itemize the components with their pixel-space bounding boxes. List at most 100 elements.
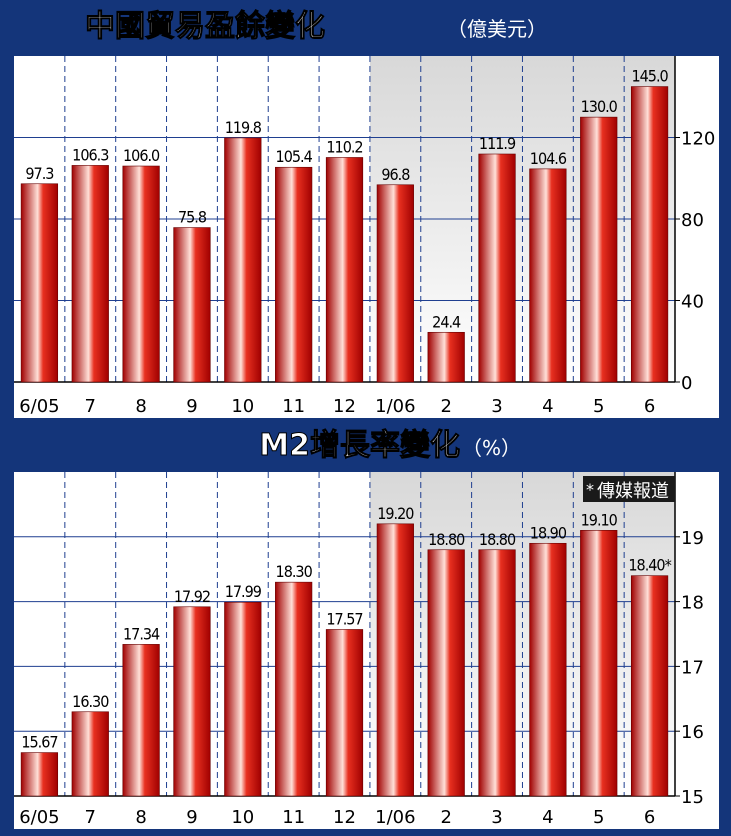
x-tick-label: 5 xyxy=(593,807,604,828)
x-tick-label: 11 xyxy=(282,396,305,417)
chart1-plot: 97.36/05106.37106.0875.89119.810105.4111… xyxy=(14,56,719,418)
bar xyxy=(173,227,211,383)
bar-value-label: 17.99 xyxy=(225,582,262,601)
bar-value-label: 24.4 xyxy=(432,312,461,331)
annotation-text: 傳媒報道 xyxy=(597,481,669,502)
x-tick-label: 11 xyxy=(282,807,305,828)
bar-value-label: 104.6 xyxy=(530,149,567,168)
bar-value-label: 18.90 xyxy=(530,523,567,542)
bar xyxy=(275,166,313,383)
bar-value-label: 106.0 xyxy=(123,146,160,165)
bar xyxy=(630,575,669,797)
bar xyxy=(20,752,59,797)
bar-value-label: 119.8 xyxy=(225,118,262,137)
bar-value-label: 18.30 xyxy=(276,562,313,581)
bar xyxy=(427,331,465,383)
bar-value-label: 15.67 xyxy=(21,733,57,752)
bar-value-label: 145.0 xyxy=(631,67,668,86)
x-tick-label: 12 xyxy=(333,807,356,828)
bar xyxy=(122,644,160,797)
x-tick-label: 9 xyxy=(186,396,197,417)
x-tick-label: 7 xyxy=(85,396,96,417)
x-tick-label: 3 xyxy=(491,396,502,417)
x-tick-label: 3 xyxy=(491,807,502,828)
bar xyxy=(376,184,414,383)
bar xyxy=(325,157,364,383)
bar xyxy=(580,530,618,797)
bar-value-label: 17.34 xyxy=(123,624,160,643)
x-tick-label: 6 xyxy=(644,396,655,417)
y-axis-area xyxy=(675,56,719,418)
x-tick-label: 6 xyxy=(644,807,655,828)
bar xyxy=(325,629,364,797)
x-tick-label: 1/06 xyxy=(375,396,415,417)
bar-value-label: 18.80 xyxy=(428,530,465,549)
y-tick-label: 40 xyxy=(681,292,704,313)
bar xyxy=(20,183,59,383)
bar xyxy=(427,549,465,797)
x-tick-label: 10 xyxy=(231,396,254,417)
x-tick-label: 9 xyxy=(186,807,197,828)
bar-value-label: 111.9 xyxy=(479,134,516,153)
bar-value-label: 110.2 xyxy=(326,137,362,156)
bar xyxy=(478,153,516,383)
bar-value-label: 18.80 xyxy=(479,530,516,549)
y-tick-label: 19 xyxy=(681,528,704,549)
x-axis-area xyxy=(14,796,675,829)
x-axis-area xyxy=(14,382,675,418)
bar-value-label: 17.92 xyxy=(174,587,210,606)
x-tick-label: 8 xyxy=(135,807,146,828)
bar xyxy=(529,542,567,797)
x-tick-label: 6/05 xyxy=(19,396,59,417)
bar xyxy=(173,606,211,797)
x-tick-label: 1/06 xyxy=(375,807,415,828)
bar-value-label: 19.10 xyxy=(581,510,618,529)
bar-value-label: 105.4 xyxy=(276,147,313,166)
x-tick-label: 2 xyxy=(440,807,451,828)
annotation-box xyxy=(583,476,675,502)
bar xyxy=(224,137,262,383)
y-tick-label: 17 xyxy=(681,657,704,678)
x-tick-label: 2 xyxy=(440,396,451,417)
y-tick-label: 120 xyxy=(681,129,715,150)
y-tick-label: 16 xyxy=(681,722,704,743)
chart2-unit: （%） xyxy=(462,436,521,460)
x-tick-label: 4 xyxy=(542,396,553,417)
bar xyxy=(376,523,414,797)
bar xyxy=(529,168,567,383)
bar-value-label: 17.57 xyxy=(326,609,362,628)
bar xyxy=(122,165,160,383)
x-tick-label: 8 xyxy=(135,396,146,417)
bar-value-label: 19.20 xyxy=(377,504,414,523)
bar xyxy=(71,711,109,797)
annotation-mark: * xyxy=(586,480,594,499)
bar xyxy=(478,549,516,797)
x-tick-label: 4 xyxy=(542,807,553,828)
bar xyxy=(630,86,669,383)
bar-value-label: 130.0 xyxy=(581,97,618,116)
y-tick-label: 80 xyxy=(681,210,704,231)
bar-value-label: 16.30 xyxy=(72,692,109,711)
y-axis-area xyxy=(675,472,719,829)
bar-value-label: 18.40* xyxy=(628,556,671,575)
bar xyxy=(71,165,109,383)
x-tick-label: 10 xyxy=(231,807,254,828)
bar-value-label: 75.8 xyxy=(178,208,207,227)
bar xyxy=(580,116,618,383)
bar-value-label: 97.3 xyxy=(25,164,54,183)
x-tick-label: 5 xyxy=(593,396,604,417)
x-tick-label: 12 xyxy=(333,396,356,417)
bar xyxy=(275,581,313,797)
chart2-title: M2增長率變化 xyxy=(259,428,460,463)
x-tick-label: 6/05 xyxy=(19,807,59,828)
x-tick-label: 7 xyxy=(85,807,96,828)
y-tick-label: 0 xyxy=(681,373,692,394)
chart1-title: 中國貿易盈餘變化 xyxy=(85,9,325,44)
bar xyxy=(224,601,262,797)
y-tick-label: 15 xyxy=(681,787,704,808)
chart1-unit: （億美元） xyxy=(447,17,547,41)
chart2-plot: 15.67 6/05 16.30 7 17.34 8 17.92 9 17.99 10 18.30 1… xyxy=(14,472,719,829)
y-tick-label: 18 xyxy=(681,593,704,614)
